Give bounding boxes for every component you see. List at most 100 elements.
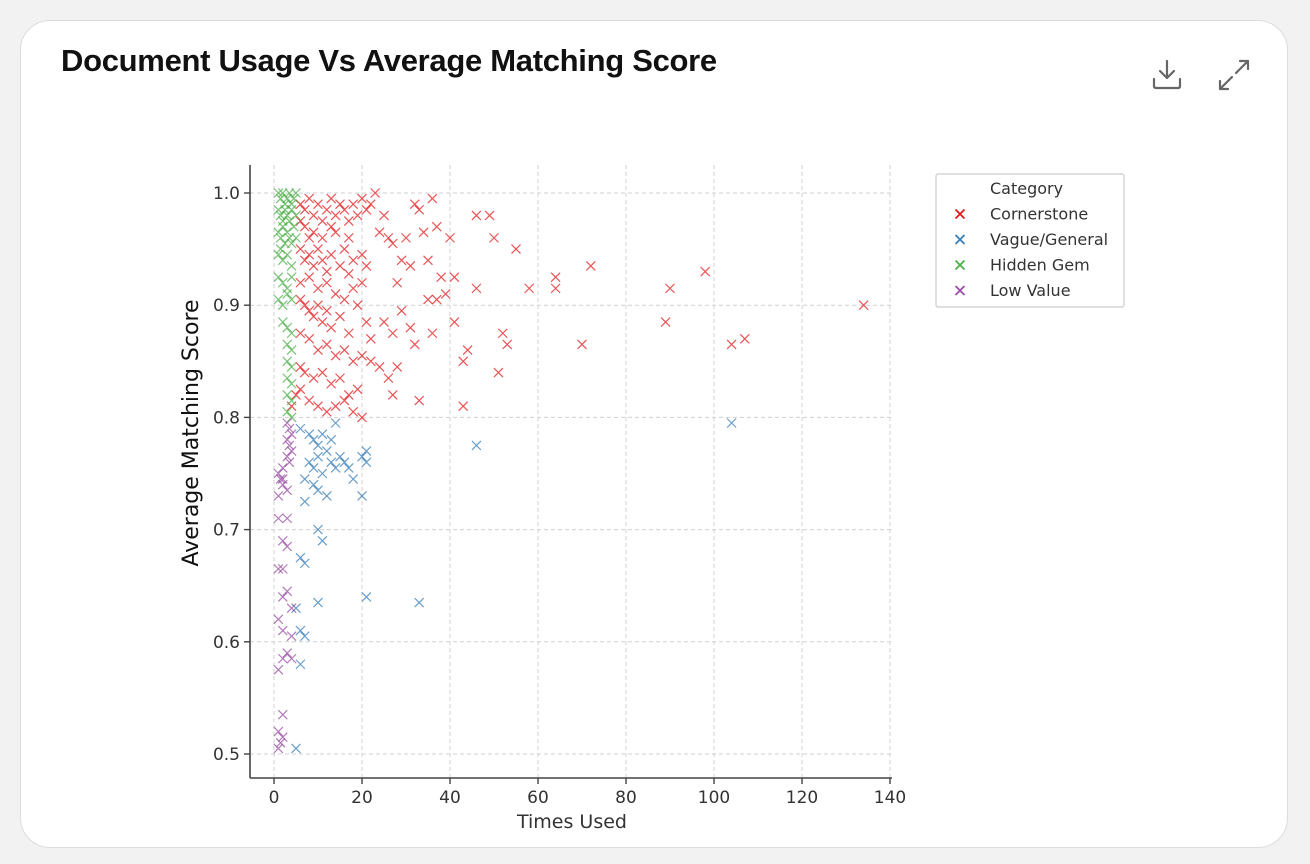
data-point <box>409 199 420 210</box>
data-point <box>286 446 297 456</box>
data-point <box>273 664 284 675</box>
data-point <box>282 249 293 260</box>
data-point <box>317 255 328 266</box>
data-point <box>286 261 297 271</box>
data-point <box>282 390 293 400</box>
y-tick-label: 0.7 <box>213 521 240 541</box>
data-point <box>286 412 297 423</box>
data-point <box>497 328 508 339</box>
data-point <box>277 462 288 473</box>
data-point <box>277 255 288 266</box>
expand-icon <box>1218 59 1250 91</box>
data-point <box>308 462 319 473</box>
data-point <box>273 743 284 754</box>
data-point <box>396 305 407 316</box>
data-point <box>326 434 337 445</box>
data-point <box>387 390 398 400</box>
data-point <box>273 294 284 305</box>
x-tick-label: 140 <box>874 788 906 808</box>
data-point <box>436 272 447 283</box>
data-point <box>326 457 337 468</box>
data-point <box>524 283 535 294</box>
data-point <box>286 361 297 372</box>
data-point <box>330 350 341 361</box>
x-tick-label: 80 <box>615 788 637 808</box>
data-point <box>361 261 372 271</box>
data-point <box>343 216 354 226</box>
data-point <box>313 485 323 496</box>
data-point <box>275 232 286 243</box>
data-point <box>273 614 284 625</box>
grid-lines <box>250 165 892 778</box>
data-point <box>409 339 420 350</box>
data-point <box>383 232 394 243</box>
data-point <box>365 356 376 367</box>
data-point <box>357 249 367 260</box>
download-button[interactable] <box>1147 55 1187 95</box>
data-point <box>295 423 306 434</box>
data-point <box>361 446 372 456</box>
data-point <box>277 653 288 664</box>
data-point <box>282 227 293 238</box>
data-point <box>286 395 297 406</box>
data-point <box>352 300 363 311</box>
data-point <box>493 367 504 378</box>
legend-marker <box>954 259 966 271</box>
data-point <box>317 367 328 378</box>
data-point <box>299 221 310 232</box>
data-point <box>308 227 319 238</box>
data-point <box>273 249 284 260</box>
data-point <box>282 434 293 445</box>
series-cornerstone <box>286 188 869 423</box>
data-point <box>326 193 337 204</box>
data-point <box>471 283 482 294</box>
data-point <box>440 289 451 299</box>
data-point <box>321 305 332 316</box>
data-point <box>295 244 306 255</box>
data-point <box>339 457 350 468</box>
data-point <box>423 255 433 266</box>
data-point <box>418 227 429 238</box>
data-point <box>343 268 354 279</box>
data-point <box>858 300 869 311</box>
data-point <box>282 210 293 221</box>
data-point <box>286 328 297 339</box>
data-point <box>282 485 293 496</box>
data-point <box>352 384 363 395</box>
data-point <box>414 395 425 406</box>
data-point <box>374 227 385 238</box>
data-point <box>348 356 359 367</box>
data-point <box>273 491 284 501</box>
data-point <box>288 221 299 232</box>
data-point <box>291 188 301 198</box>
data-point <box>339 294 350 305</box>
x-tick-label: 20 <box>351 788 373 808</box>
data-point <box>458 356 469 367</box>
data-point <box>726 418 737 428</box>
data-point <box>299 496 310 507</box>
data-point <box>317 232 328 243</box>
data-point <box>313 597 323 608</box>
x-tick-label: 0 <box>269 788 280 808</box>
data-point <box>273 468 284 479</box>
data-points <box>273 188 869 754</box>
data-point <box>273 513 284 524</box>
data-point <box>286 653 297 664</box>
data-point <box>739 333 750 344</box>
expand-button[interactable] <box>1214 55 1254 95</box>
legend-title: Category <box>990 179 1063 198</box>
data-point <box>431 294 442 305</box>
data-point <box>449 317 460 327</box>
data-point <box>277 563 288 574</box>
data-point <box>277 732 288 743</box>
data-point <box>357 350 367 361</box>
data-point <box>330 289 341 299</box>
data-point <box>295 199 306 210</box>
data-point <box>317 216 328 226</box>
data-point <box>275 474 286 485</box>
data-point <box>291 743 301 754</box>
data-point <box>365 199 376 210</box>
legend-label: Vague/General <box>990 230 1108 249</box>
data-point <box>335 311 345 322</box>
data-point <box>277 474 288 485</box>
